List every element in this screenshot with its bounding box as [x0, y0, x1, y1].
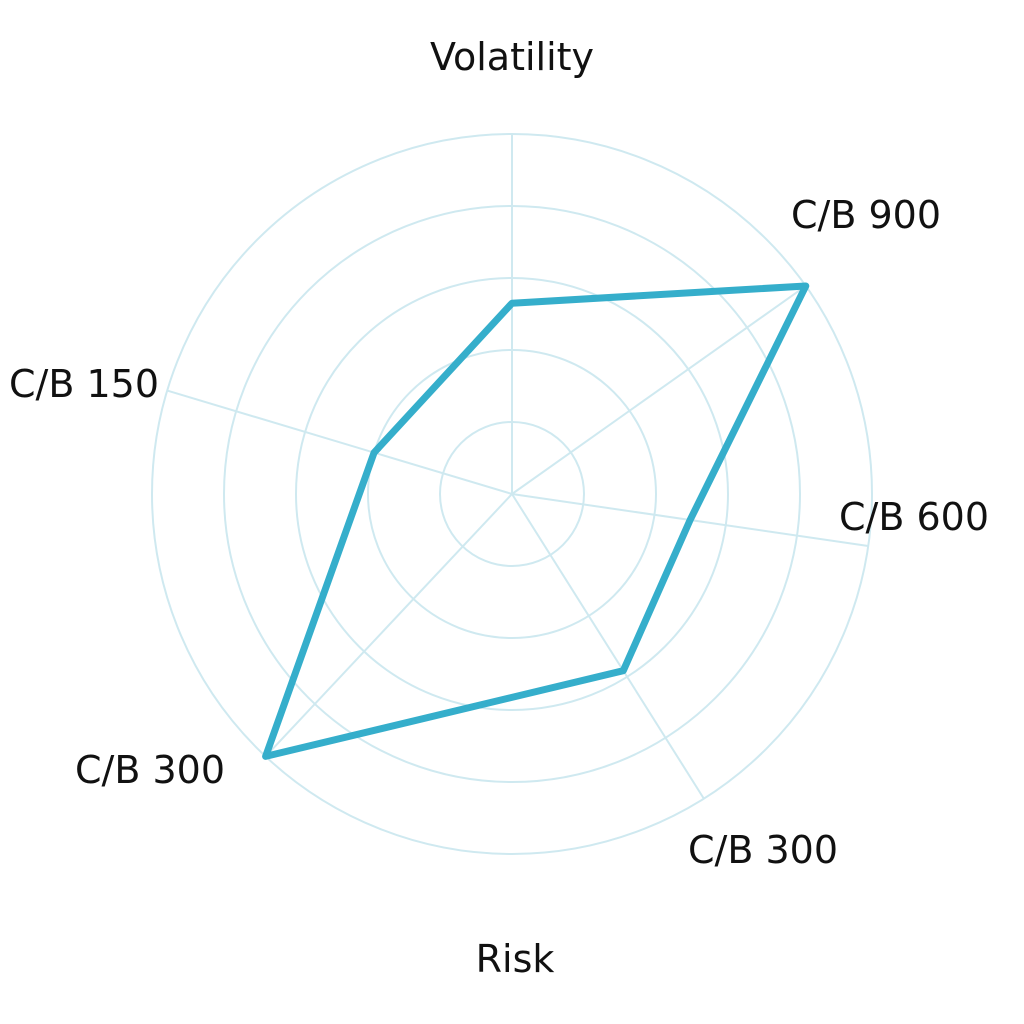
axis-spoke [264, 493, 513, 758]
axis-label-cb-150: C/B 150 [9, 362, 159, 406]
axis-spoke [166, 389, 513, 495]
bottom-label: Risk [476, 937, 555, 981]
axis-label-cb-300-right: C/B 300 [688, 828, 838, 872]
axis-label-cb-600: C/B 600 [839, 495, 989, 539]
axis-spoke [511, 285, 807, 495]
series-layer [262, 282, 810, 760]
axis-spoke [511, 493, 705, 800]
axis-label-cb-300-left: C/B 300 [75, 748, 225, 792]
grid-layer [151, 133, 873, 855]
axis-label-cb-900: C/B 900 [791, 193, 941, 237]
chart-title: Volatility [430, 35, 594, 79]
